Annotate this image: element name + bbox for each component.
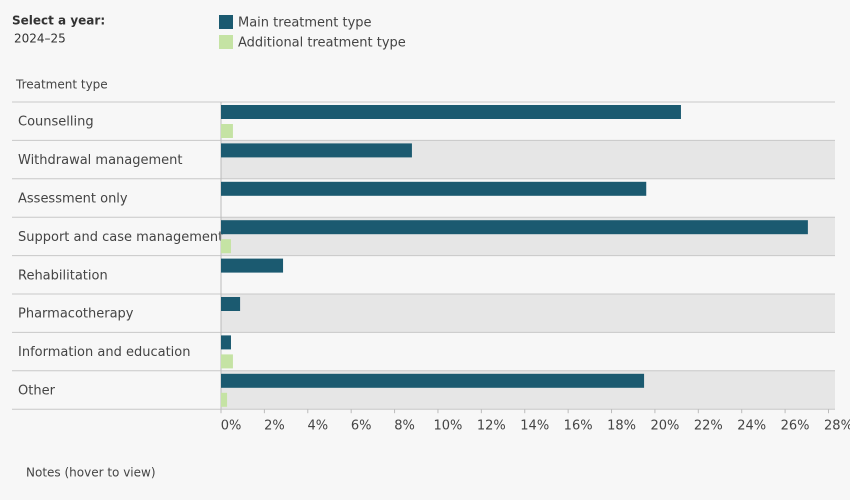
- x-tick-label: 20%: [650, 419, 679, 434]
- x-tick-label: 0%: [221, 419, 242, 434]
- x-tick-label: 10%: [434, 419, 463, 434]
- category-label: Pharmacotherapy: [18, 307, 134, 322]
- x-tick-label: 22%: [694, 419, 723, 434]
- bar: [221, 297, 241, 311]
- bar: [221, 239, 231, 254]
- bar: [221, 354, 233, 369]
- bar: [221, 392, 228, 407]
- x-tick-label: 12%: [477, 419, 506, 434]
- x-tick-label: 18%: [607, 419, 636, 434]
- legend-swatch[interactable]: [219, 35, 233, 49]
- x-tick-label: 14%: [520, 419, 549, 434]
- bar: [221, 124, 233, 138]
- x-tick-label: 16%: [564, 419, 593, 434]
- legend-label[interactable]: Main treatment type: [238, 16, 372, 31]
- category-label: Counselling: [18, 115, 94, 130]
- x-tick-label: 24%: [737, 419, 766, 434]
- bar: [221, 373, 645, 388]
- legend-swatch[interactable]: [219, 15, 233, 29]
- filter-label: Select a year:: [12, 14, 105, 28]
- category-label: Rehabilitation: [18, 268, 108, 283]
- category-label: Assessment only: [18, 192, 128, 207]
- category-label: Information and education: [18, 345, 190, 360]
- bar: [221, 181, 647, 196]
- x-tick-label: 2%: [264, 419, 285, 434]
- x-tick-label: 4%: [307, 419, 328, 434]
- category-label: Withdrawal management: [18, 153, 183, 168]
- notes[interactable]: Notes (hover to view): [26, 466, 156, 480]
- x-tick-label: 26%: [781, 419, 810, 434]
- x-tick-label: 28%: [824, 419, 850, 434]
- x-tick-label: 6%: [351, 419, 372, 434]
- x-tick-label: 8%: [394, 419, 415, 434]
- category-label: Support and case management: [18, 230, 223, 245]
- bar: [221, 258, 284, 273]
- bar: [221, 143, 412, 158]
- bar: [221, 335, 231, 350]
- bar: [221, 105, 681, 119]
- y-axis-title: Treatment type: [15, 78, 108, 92]
- year-selector[interactable]: 2024–25: [14, 32, 66, 46]
- category-label: Other: [18, 384, 56, 399]
- bar: [221, 220, 808, 235]
- row-band: [221, 294, 835, 333]
- legend-label[interactable]: Additional treatment type: [238, 36, 406, 51]
